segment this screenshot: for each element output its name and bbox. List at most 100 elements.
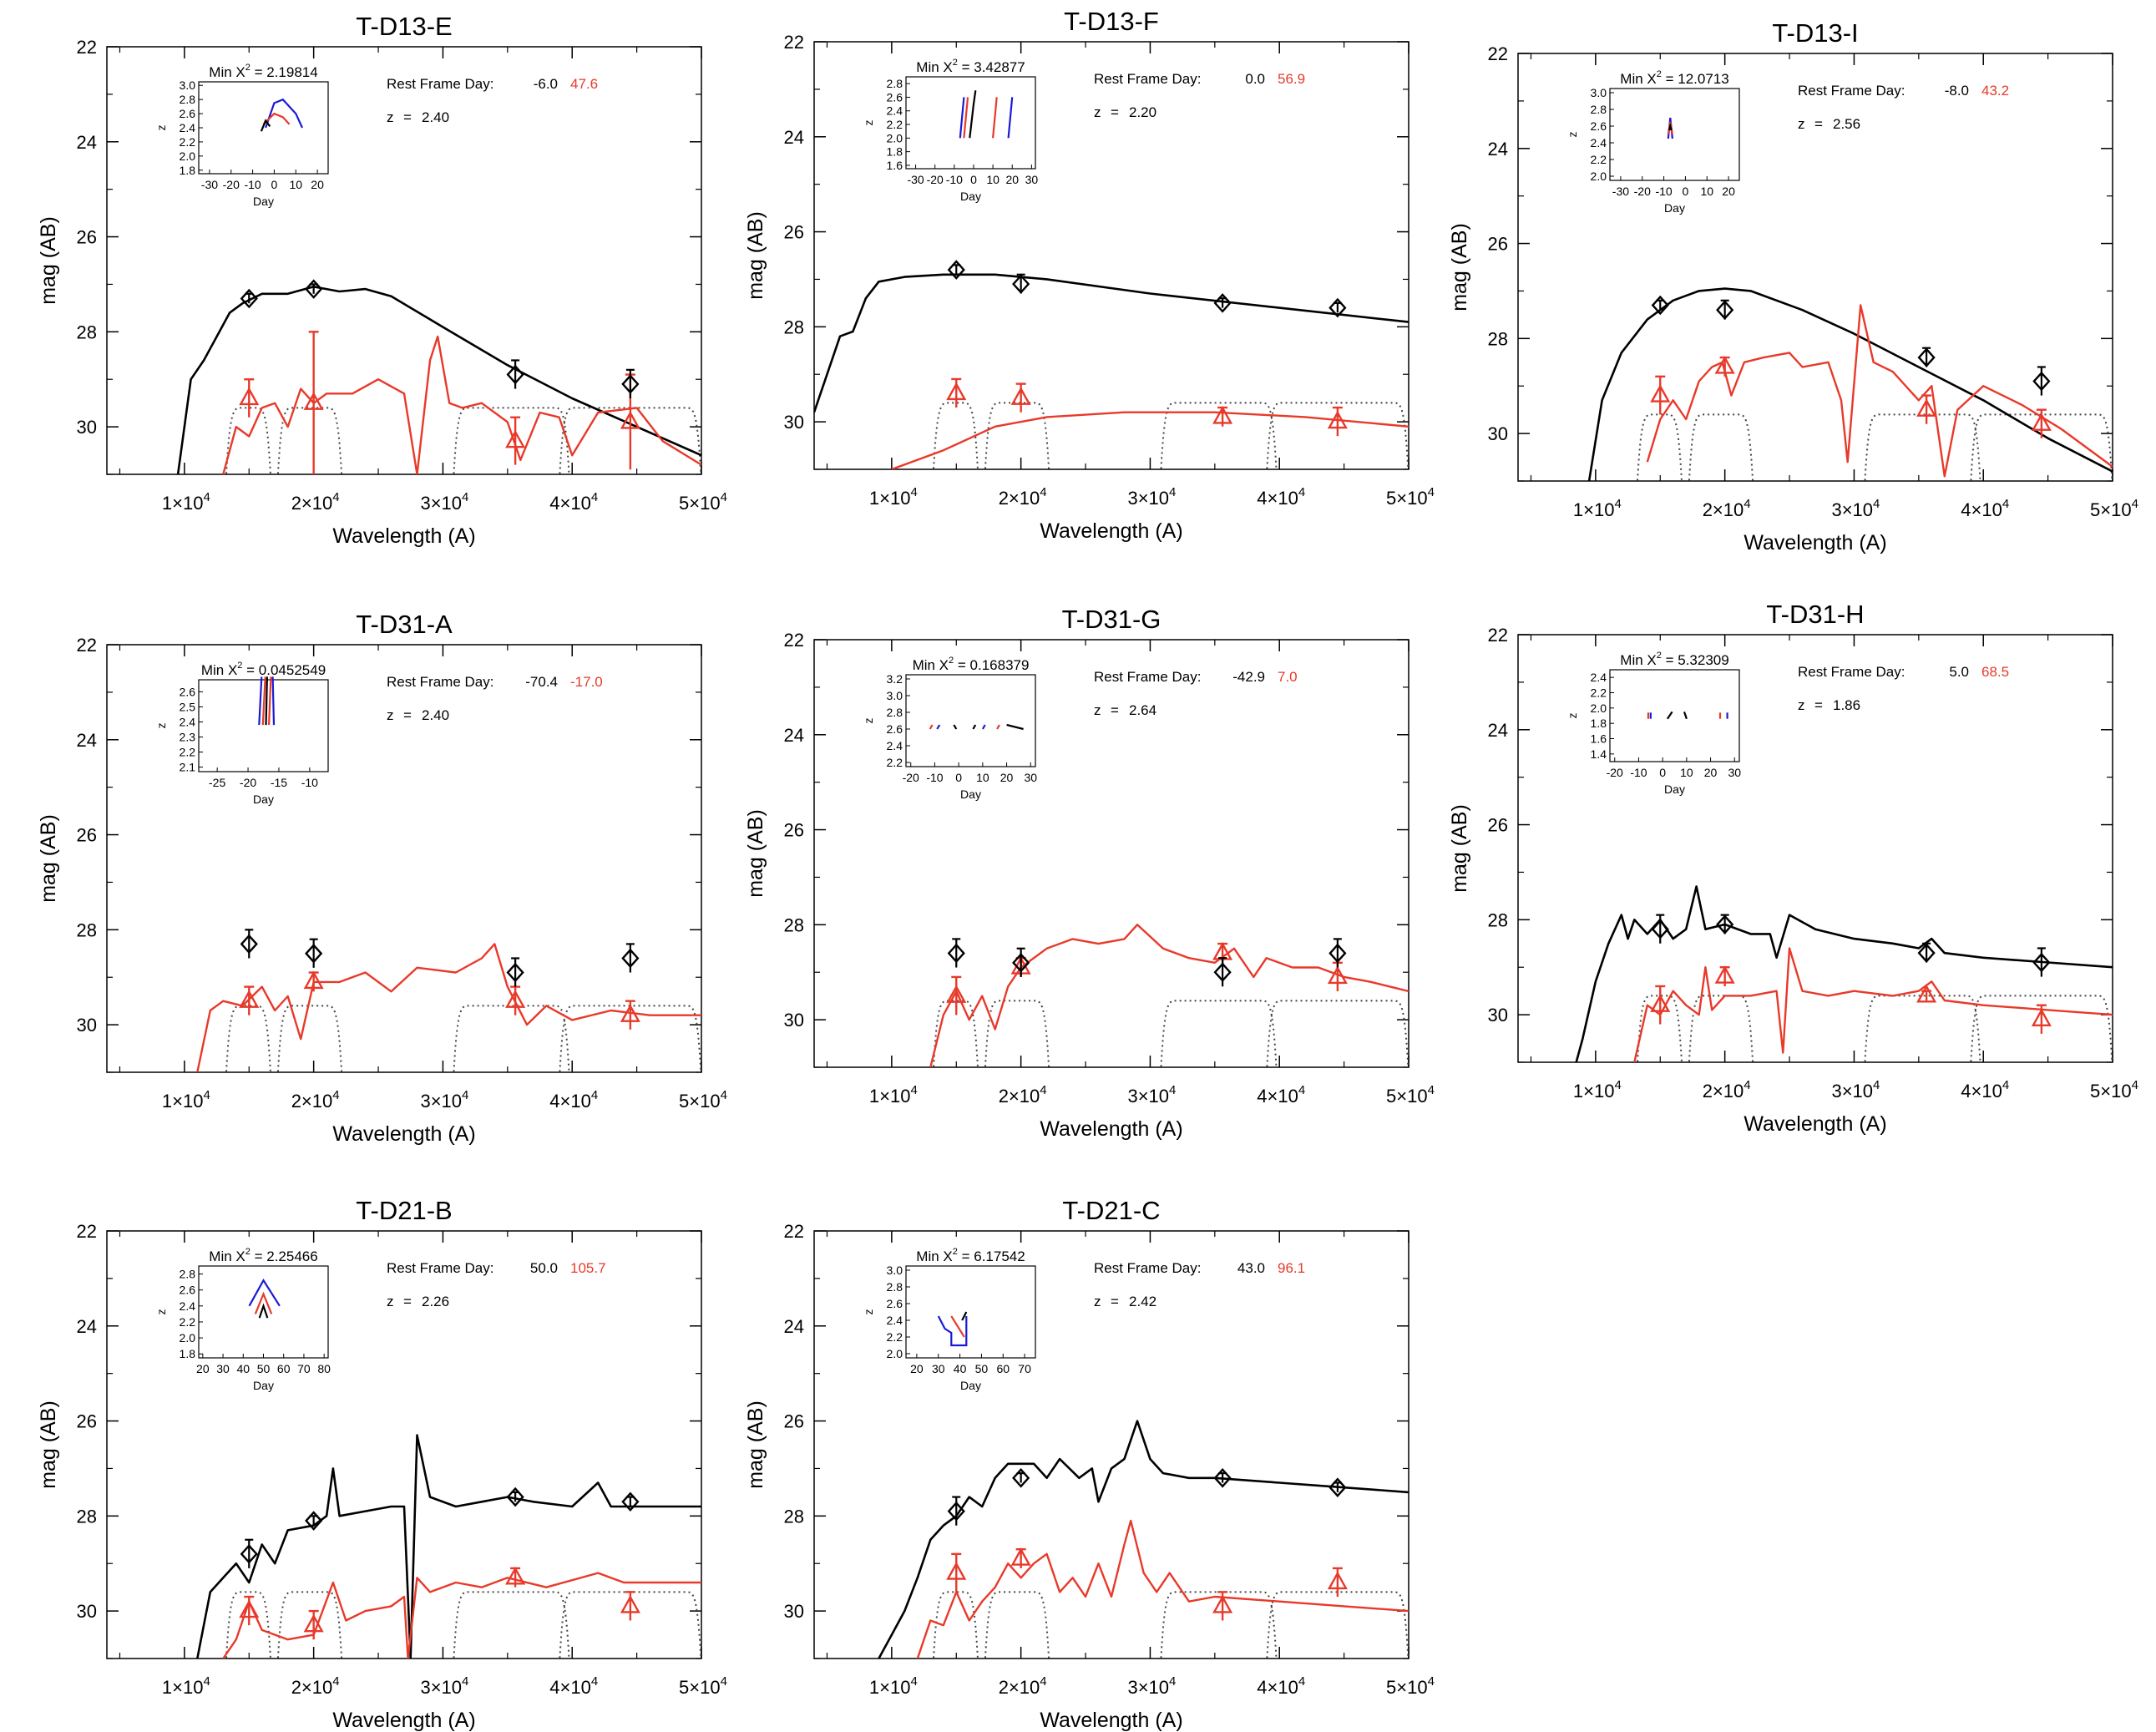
rest-frame-day-black: 0.0 <box>1245 71 1265 87</box>
x-tick-label: 1×104 <box>162 490 210 514</box>
inset-y-tick-label: 2.8 <box>887 706 903 719</box>
y-tick-label: 22 <box>77 635 97 656</box>
inset-x-tick-label: -30 <box>201 178 218 191</box>
black-diamond-point <box>506 962 524 983</box>
model-sed-red <box>1633 947 2113 1062</box>
red-triangle-point <box>620 1004 640 1022</box>
filter-curve <box>276 1591 343 1659</box>
z-label: z <box>1094 104 1101 120</box>
black-diamond-point <box>305 1511 323 1531</box>
inset-x-tick-label: -25 <box>209 776 225 789</box>
black-diamond-point <box>1213 293 1232 313</box>
model-sed-black <box>176 286 701 474</box>
sed-panel: T-D31-G 22 24 26 28 30 1×104 2×104 3×104 4×104 5×1… <box>744 605 1435 1141</box>
black-diamond-point <box>1651 919 1669 939</box>
x-axis-label: Wavelength (A) <box>1040 519 1182 543</box>
inset-frame <box>198 679 329 772</box>
inset-curve-black <box>1683 712 1688 720</box>
model-sed-black <box>1587 287 2113 481</box>
inset-plot: Min X2 = 2.25466 20 30 40 50 60 70 80 1.8 2.0 2.2 2… <box>154 1247 331 1392</box>
x-tick-label: 3×104 <box>420 1674 468 1698</box>
inset-x-tick-label: 10 <box>976 771 989 784</box>
model-sed-black <box>814 273 1409 413</box>
z-value: 2.56 <box>1833 116 1860 132</box>
inset-y-tick-label: 3.2 <box>887 672 903 686</box>
inset-curve-blue <box>936 724 941 730</box>
inset-x-tick-label: -10 <box>926 771 943 784</box>
filter-curve <box>276 1005 343 1072</box>
model-sed-red <box>222 335 701 474</box>
inset-y-tick-label: 2.0 <box>1591 170 1607 183</box>
inset-y-tick-label: 2.6 <box>180 685 196 698</box>
x-tick-label: 3×104 <box>1831 1078 1880 1101</box>
black-diamond-point <box>1012 274 1030 294</box>
red-triangle-point <box>303 970 324 990</box>
plot-frame <box>106 46 702 475</box>
x-tick-label: 2×104 <box>999 485 1047 509</box>
rest-frame-label: Rest Frame Day: <box>387 1260 493 1276</box>
z-value: 2.64 <box>1129 702 1156 718</box>
x-axis-label: Wavelength (A) <box>1744 1112 1886 1136</box>
red-triangle-point <box>1327 1571 1348 1590</box>
filter-curve <box>933 1591 979 1659</box>
model-sed-red <box>1646 304 2113 478</box>
panel-title: T-D21-B <box>356 1196 452 1225</box>
y-tick-label: 22 <box>784 630 804 651</box>
inset-x-label: Day <box>1664 782 1685 796</box>
x-tick-label: 5×104 <box>1386 1083 1435 1107</box>
black-diamond-point <box>1716 914 1734 934</box>
filter-curve <box>1266 402 1409 469</box>
x-tick-label: 2×104 <box>291 1674 340 1698</box>
x-axis-label: Wavelength (A) <box>332 524 475 548</box>
filter-curve <box>933 402 979 469</box>
inset-x-tick-label: 10 <box>986 173 1000 186</box>
red-triangle-point <box>2031 413 2052 431</box>
inset-x-tick-label: 20 <box>1704 766 1718 779</box>
inset-x-label: Day <box>253 1379 274 1392</box>
black-diamond-point <box>506 1486 524 1507</box>
inset-plot: Min X2 = 5.32309 -20 -10 0 10 20 30 1.41.6 1.8 2.… <box>1566 651 1741 796</box>
inset-x-tick-label: 50 <box>975 1362 989 1375</box>
inset-y-tick-label: 2.4 <box>887 1314 903 1327</box>
inset-x-label: Day <box>253 195 274 208</box>
z-equals: = <box>1814 697 1823 713</box>
red-triangle-point <box>1916 398 1937 417</box>
inset-y-tick-label: 2.0 <box>180 149 196 163</box>
inset-y-tick-label: 3.0 <box>180 78 196 92</box>
inset-x-tick-label: -20 <box>223 178 240 191</box>
red-triangle-point <box>239 1599 260 1618</box>
y-tick-label: 22 <box>784 32 804 53</box>
black-diamond-point <box>2032 952 2051 973</box>
rest-frame-label: Rest Frame Day: <box>1798 664 1905 680</box>
inset-x-tick-label: 60 <box>277 1362 291 1375</box>
inset-x-tick-label: -10 <box>1630 766 1647 779</box>
inset-curve-black <box>972 724 977 730</box>
y-tick-label: 26 <box>77 825 97 846</box>
inset-plot: Min X2 = 3.42877-30 -20 -10 0 10 20 301.61.82.… <box>862 58 1038 203</box>
inset-y-tick-label: 1.8 <box>1591 717 1607 730</box>
filter-curve <box>1688 995 1754 1062</box>
black-diamond-point <box>1213 1468 1232 1488</box>
x-tick-label: 2×104 <box>291 490 340 514</box>
inset-y-tick-label: 2.4 <box>1591 671 1607 684</box>
red-triangle-point <box>505 429 526 448</box>
rest-frame-day-red: 47.6 <box>570 76 598 92</box>
filter-curve <box>1688 413 1754 481</box>
rest-frame-label: Rest Frame Day: <box>387 674 493 690</box>
plot-frame <box>813 1230 1409 1659</box>
plot-frame <box>1517 634 2113 1063</box>
inset-y-tick-label: 2.0 <box>1591 701 1607 715</box>
x-tick-label: 1×104 <box>1573 497 1622 520</box>
filter-curve <box>559 1591 701 1659</box>
x-tick-label: 5×104 <box>2090 1078 2138 1101</box>
inset-x-tick-label: 20 <box>196 1362 210 1375</box>
inset-y-tick-label: 3.0 <box>887 689 903 702</box>
filter-curve <box>1864 995 1981 1062</box>
inset-x-tick-label: -30 <box>907 173 924 186</box>
inset-y-tick-label: 3.0 <box>1591 86 1607 99</box>
inset-curve-black <box>265 676 268 726</box>
plot-area <box>196 929 701 1072</box>
inset-y-tick-label: 2.2 <box>180 746 196 759</box>
sed-panel: T-D21-B 22 24 26 28 30 1×104 2×104 3×104 4×104 5×1… <box>37 1196 727 1732</box>
filter-curve <box>453 407 570 474</box>
